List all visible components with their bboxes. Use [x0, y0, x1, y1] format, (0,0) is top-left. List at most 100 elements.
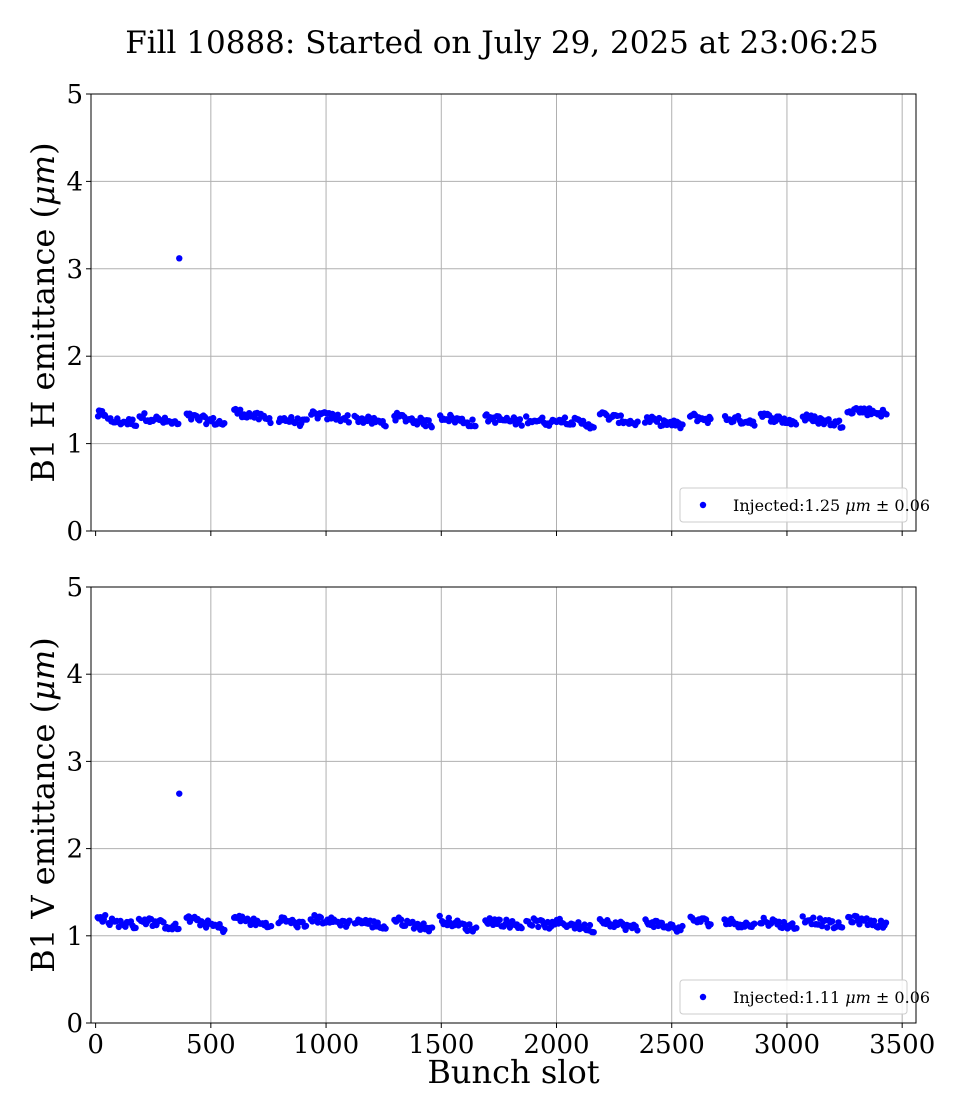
data-point	[518, 924, 525, 932]
data-point	[575, 919, 582, 926]
data-point	[523, 413, 530, 420]
data-point	[539, 414, 546, 421]
data-point	[472, 422, 479, 430]
y-tick-label: 0	[66, 517, 83, 547]
data-point	[707, 415, 714, 423]
data-point	[846, 914, 853, 921]
data-point	[544, 918, 551, 926]
data-point	[789, 920, 796, 927]
data-point	[334, 411, 341, 418]
data-point	[516, 416, 524, 423]
data-point	[838, 924, 846, 931]
data-point	[793, 925, 800, 932]
x-tick-label: 0	[87, 1030, 104, 1060]
data-point	[237, 406, 244, 413]
data-point	[641, 419, 649, 426]
data-point	[586, 921, 594, 929]
data-point	[317, 914, 324, 921]
data-point	[751, 920, 758, 927]
x-tick-label: 3000	[754, 1030, 820, 1060]
data-point	[346, 917, 353, 924]
data-point	[528, 922, 536, 929]
data-point	[799, 913, 806, 920]
x-axis-title: Bunch slot	[427, 1053, 599, 1091]
y-axis-title-main: B1 H emittance (	[24, 206, 62, 483]
figure-title: Fill 10888: Started on July 29, 2025 at …	[125, 25, 879, 61]
data-point	[345, 419, 352, 426]
data-points	[94, 255, 890, 432]
data-point	[882, 919, 890, 926]
data-point	[734, 412, 742, 420]
y-tick-label: 3	[66, 255, 83, 285]
data-point	[294, 924, 301, 931]
legend-marker	[699, 993, 707, 1001]
data-point	[824, 924, 831, 931]
y-tick-label: 1	[66, 430, 83, 460]
data-point	[569, 421, 577, 428]
x-tick-label: 1500	[408, 1030, 474, 1060]
data-point	[590, 929, 597, 936]
data-point	[221, 926, 228, 934]
data-point	[839, 424, 846, 431]
data-point	[775, 918, 783, 925]
data-point	[849, 919, 856, 926]
data-point	[422, 422, 429, 430]
y-tick-label: 4	[66, 167, 83, 197]
data-point	[420, 920, 427, 927]
data-point	[883, 411, 890, 418]
legend-marker	[699, 501, 707, 509]
y-tick-label: 1	[66, 922, 83, 952]
y-tick-label: 2	[66, 342, 83, 372]
y-tick-label: 4	[66, 660, 83, 690]
data-point	[425, 417, 432, 424]
legend-label: Injected:1.25 μm ± 0.06	[733, 496, 930, 515]
y-axis-title-unit: μm	[24, 155, 62, 206]
data-point	[132, 422, 140, 429]
data-point	[466, 921, 473, 928]
data-points	[94, 790, 890, 936]
data-point	[102, 912, 109, 919]
data-point	[303, 416, 310, 423]
data-point	[160, 919, 167, 926]
data-point	[810, 914, 817, 921]
data-point	[707, 921, 714, 928]
data-point	[634, 927, 641, 934]
x-tick-label: 500	[186, 1030, 236, 1060]
data-point	[856, 921, 863, 928]
data-point	[267, 922, 275, 930]
x-tick-label: 3500	[869, 1030, 935, 1060]
legend-box	[679, 487, 908, 523]
legend-label-prefix: Injected:1.11	[733, 988, 845, 1007]
data-point	[469, 416, 476, 423]
data-point	[825, 416, 832, 423]
legend: Injected:1.25 μm ± 0.06	[679, 487, 930, 523]
data-point	[382, 423, 389, 430]
data-point	[445, 914, 452, 922]
legend-label-suffix: ± 0.06	[871, 496, 930, 515]
data-point	[473, 924, 480, 931]
legend-box	[679, 979, 908, 1015]
data-point	[751, 422, 758, 429]
data-point	[679, 421, 686, 428]
x-tick-label: 2000	[523, 1030, 589, 1060]
data-point	[518, 422, 525, 429]
data-point	[428, 424, 435, 431]
data-point	[311, 912, 318, 919]
data-point	[294, 415, 301, 422]
axes-frame	[90, 93, 917, 532]
data-point	[302, 922, 310, 930]
data-point	[175, 925, 182, 933]
data-point	[267, 419, 274, 427]
legend-label-suffix: ± 0.06	[871, 988, 930, 1007]
y-axis-title-close: )	[24, 142, 62, 154]
legend-label-prefix: Injected:1.25	[733, 496, 845, 515]
y-axis-title-main: B1 V emittance (	[24, 701, 62, 973]
panel-bottom: 0 1 2 3 4 5 0 500 1000 1500 2000 2500 3000 3500 B1 V e…	[24, 573, 935, 1091]
data-point	[344, 412, 351, 419]
data-point	[561, 414, 569, 421]
data-point	[210, 414, 217, 422]
axes-frame	[90, 586, 917, 1024]
y-tick-label: 2	[66, 835, 83, 865]
